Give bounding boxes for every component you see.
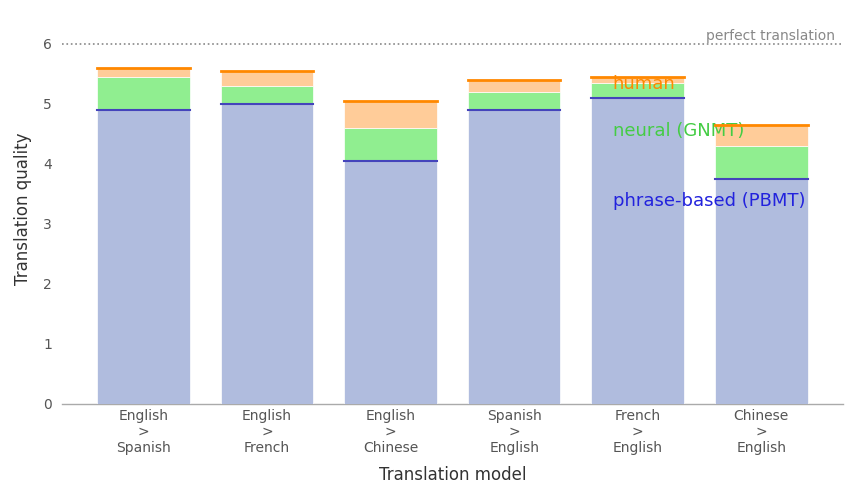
Bar: [221, 71, 314, 86]
Bar: [468, 110, 560, 404]
Bar: [97, 110, 189, 404]
Text: human: human: [613, 75, 675, 93]
Bar: [221, 86, 314, 104]
Text: neural (GNMT): neural (GNMT): [613, 122, 744, 140]
X-axis label: Translation model: Translation model: [379, 466, 526, 484]
Bar: [97, 68, 189, 77]
Bar: [591, 77, 684, 83]
Bar: [715, 179, 807, 404]
Text: phrase-based (PBMT): phrase-based (PBMT): [613, 192, 805, 210]
Bar: [345, 101, 437, 128]
Y-axis label: Translation quality: Translation quality: [14, 132, 32, 285]
Bar: [468, 92, 560, 110]
Bar: [591, 83, 684, 98]
Bar: [715, 146, 807, 179]
Bar: [468, 80, 560, 92]
Bar: [715, 125, 807, 146]
Bar: [221, 104, 314, 404]
Text: perfect translation: perfect translation: [706, 29, 836, 43]
Bar: [345, 161, 437, 404]
Bar: [591, 98, 684, 404]
Bar: [97, 77, 189, 110]
Bar: [345, 128, 437, 161]
